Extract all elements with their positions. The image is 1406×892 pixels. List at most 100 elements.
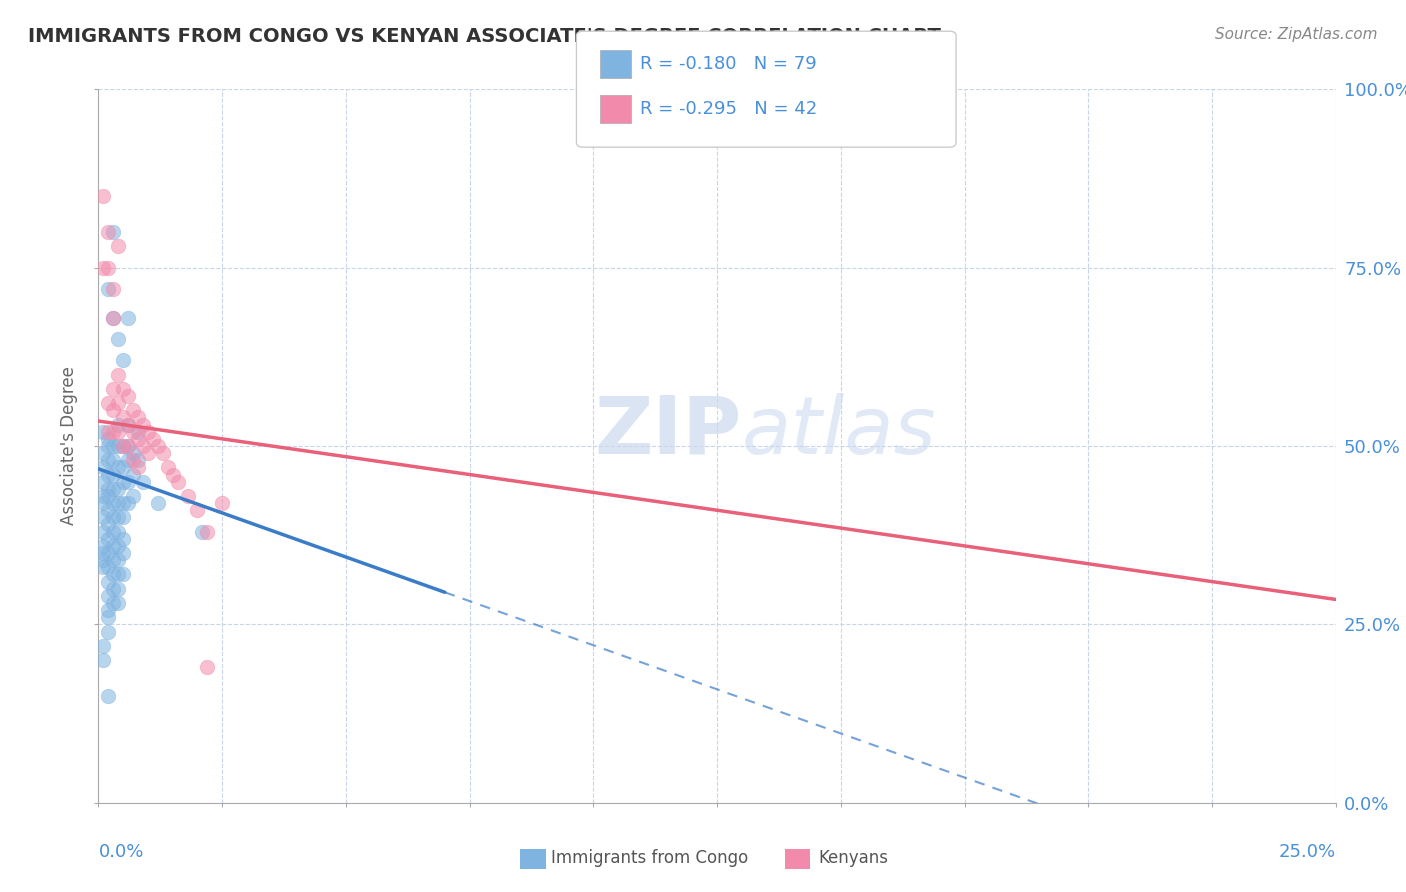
Point	[97, 610, 120, 624]
Point	[117, 417, 139, 432]
Point	[156, 460, 179, 475]
Point	[132, 417, 155, 432]
Text: 0.0%: 0.0%	[98, 843, 143, 861]
Text: IMMIGRANTS FROM CONGO VS KENYAN ASSOCIATE'S DEGREE CORRELATION CHART: IMMIGRANTS FROM CONGO VS KENYAN ASSOCIAT…	[28, 27, 941, 45]
Point	[97, 453, 120, 467]
Point	[117, 453, 139, 467]
Point	[122, 467, 145, 482]
Point	[127, 460, 149, 475]
Point	[93, 510, 115, 524]
Point	[112, 510, 135, 524]
Point	[136, 446, 159, 460]
Point	[93, 446, 115, 460]
Point	[107, 496, 129, 510]
Point	[93, 546, 115, 560]
Point	[142, 432, 165, 446]
Point	[103, 382, 125, 396]
Point	[112, 460, 135, 475]
Point	[176, 489, 198, 503]
Point	[93, 260, 115, 275]
Point	[127, 425, 149, 439]
Point	[103, 467, 125, 482]
Point	[93, 539, 115, 553]
Point	[117, 439, 139, 453]
Point	[103, 596, 125, 610]
Point	[112, 567, 135, 582]
Point	[107, 524, 129, 539]
Point	[103, 539, 125, 553]
Point	[97, 689, 120, 703]
Point	[195, 660, 218, 674]
Point	[97, 489, 120, 503]
Point	[122, 453, 145, 467]
Point	[127, 453, 149, 467]
Point	[162, 467, 184, 482]
Point	[122, 425, 145, 439]
Text: R = -0.295   N = 42: R = -0.295 N = 42	[640, 100, 817, 118]
Point	[93, 475, 115, 489]
Point	[186, 503, 208, 517]
Point	[103, 403, 125, 417]
Point	[112, 410, 135, 425]
Point	[103, 482, 125, 496]
Point	[93, 639, 115, 653]
Point	[122, 403, 145, 417]
Point	[97, 574, 120, 589]
Y-axis label: Associate's Degree: Associate's Degree	[60, 367, 79, 525]
Point	[103, 310, 125, 325]
Point	[93, 489, 115, 503]
Point	[97, 532, 120, 546]
Point	[132, 475, 155, 489]
Point	[97, 546, 120, 560]
Point	[97, 589, 120, 603]
Text: R = -0.180   N = 79: R = -0.180 N = 79	[640, 55, 817, 73]
Point	[97, 560, 120, 574]
Point	[97, 260, 120, 275]
Text: atlas: atlas	[742, 392, 936, 471]
Point	[107, 332, 129, 346]
Point	[146, 496, 169, 510]
Point	[107, 539, 129, 553]
Point	[97, 603, 120, 617]
Point	[107, 396, 129, 410]
Point	[107, 425, 129, 439]
Point	[97, 503, 120, 517]
Text: Source: ZipAtlas.com: Source: ZipAtlas.com	[1215, 27, 1378, 42]
Point	[211, 496, 233, 510]
Point	[103, 225, 125, 239]
Point	[117, 310, 139, 325]
Point	[97, 282, 120, 296]
Point	[103, 310, 125, 325]
Point	[103, 582, 125, 596]
Point	[93, 560, 115, 574]
Point	[103, 439, 125, 453]
Point	[191, 524, 214, 539]
Point	[112, 546, 135, 560]
Point	[112, 439, 135, 453]
Point	[103, 282, 125, 296]
Text: Immigrants from Congo: Immigrants from Congo	[551, 849, 748, 867]
Point	[122, 489, 145, 503]
Point	[97, 482, 120, 496]
Point	[107, 239, 129, 253]
Text: Kenyans: Kenyans	[818, 849, 889, 867]
Point	[93, 496, 115, 510]
Point	[127, 410, 149, 425]
Point	[107, 567, 129, 582]
Point	[195, 524, 218, 539]
Point	[112, 532, 135, 546]
Point	[107, 482, 129, 496]
Point	[107, 596, 129, 610]
Point	[97, 517, 120, 532]
Point	[97, 439, 120, 453]
Point	[93, 425, 115, 439]
Point	[103, 510, 125, 524]
Text: ZIP: ZIP	[595, 392, 742, 471]
Point	[97, 467, 120, 482]
Point	[112, 475, 135, 489]
Point	[136, 425, 159, 439]
Point	[103, 496, 125, 510]
Point	[112, 439, 135, 453]
Point	[107, 439, 129, 453]
Point	[103, 553, 125, 567]
